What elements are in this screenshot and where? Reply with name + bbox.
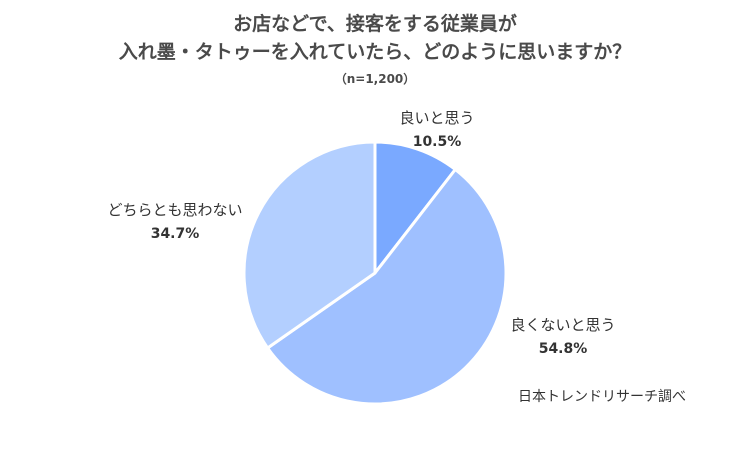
slice-name-good: 良いと思う bbox=[399, 109, 475, 127]
chart-title: お店などで、接客をする従業員が 入れ墨・タトゥーを入れていたら、どのように思いま… bbox=[0, 10, 750, 66]
slice-name-not-good: 良くないと思う bbox=[510, 316, 616, 334]
slice-name-neither: どちらとも思わない bbox=[107, 201, 243, 219]
chart-title-line-2: 入れ墨・タトゥーを入れていたら、どのように思いますか？ bbox=[118, 41, 632, 63]
chart-subtitle: （n=1,200） bbox=[334, 72, 416, 86]
pie-slice-neither bbox=[242, 140, 377, 350]
slice-label-neither: どちらとも思わない 34.7% bbox=[90, 198, 260, 246]
chart-title-line-1: お店などで、接客をする従業員が bbox=[233, 13, 517, 35]
slice-label-not-good: 良くないと思う 54.8% bbox=[493, 313, 633, 361]
pie-slice-not-good bbox=[266, 167, 508, 406]
source-note: 日本トレンドリサーチ調べ bbox=[518, 389, 686, 405]
slice-value-good: 10.5% bbox=[412, 134, 462, 150]
pie-slice-good bbox=[373, 140, 457, 275]
slice-label-good: 良いと思う 10.5% bbox=[382, 106, 492, 154]
slice-value-neither: 34.7% bbox=[150, 226, 200, 242]
slice-value-not-good: 54.8% bbox=[538, 341, 588, 357]
